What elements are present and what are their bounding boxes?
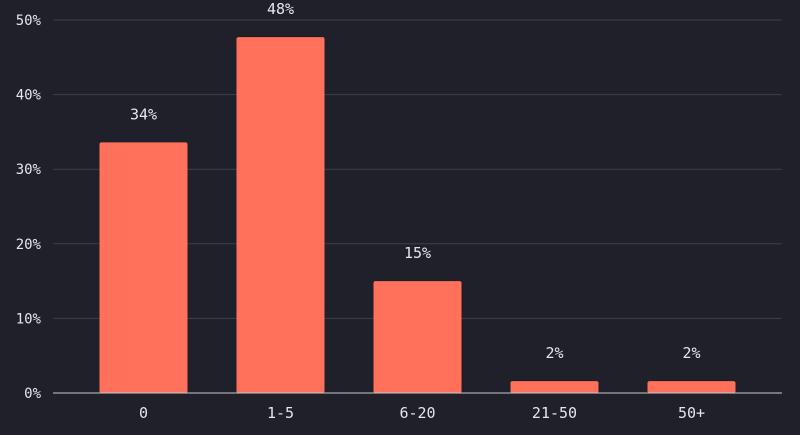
data-label: 15% [404, 244, 431, 262]
data-label: 34% [130, 105, 157, 123]
data-label: 48% [267, 0, 294, 18]
x-axis-tick-labels: 0 1-5 6-20 21-50 50+ [139, 404, 705, 422]
bar [99, 142, 188, 393]
bars [99, 37, 736, 394]
y-tick-label: 50% [16, 13, 42, 29]
y-tick-label: 40% [16, 88, 42, 104]
x-tick-label: 1-5 [267, 404, 294, 422]
x-tick-label: 21-50 [532, 404, 577, 422]
data-label: 2% [545, 344, 563, 362]
bar [510, 381, 599, 393]
data-labels: 34% 48% 15% 2% 2% [130, 0, 701, 362]
y-tick-label: 10% [16, 311, 42, 327]
bar [236, 37, 325, 394]
y-tick-label: 30% [16, 162, 42, 178]
bar [373, 281, 462, 393]
x-tick-label: 0 [139, 404, 148, 422]
bar [647, 381, 736, 393]
data-label: 2% [682, 344, 700, 362]
x-tick-label: 6-20 [399, 404, 435, 422]
y-tick-label: 20% [16, 237, 42, 253]
y-tick-label: 0% [24, 386, 41, 402]
y-axis-tick-labels: 0% 10% 20% 30% 40% 50% [16, 13, 42, 402]
x-tick-label: 50+ [678, 404, 705, 422]
